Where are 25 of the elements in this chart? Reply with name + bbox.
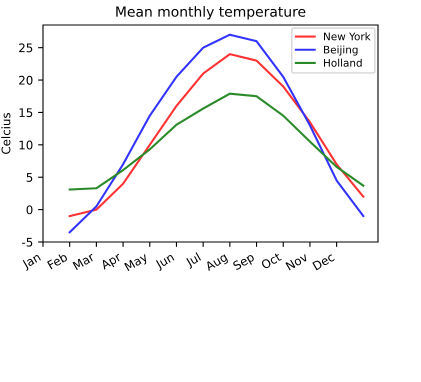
x-tick-label: Mar: [72, 252, 96, 270]
x-tick-label: Sep: [232, 252, 256, 272]
y-axis-title: Celcius: [1, 112, 10, 154]
x-tick-label: Oct: [260, 252, 282, 270]
x-tick-label: May: [124, 252, 150, 274]
y-tick-label: 10: [20, 140, 32, 150]
y-tick-label: 20: [19, 76, 32, 85]
x-tick-label: Dec: [312, 252, 335, 270]
x-tick-label: Jun: [154, 252, 176, 272]
legend-label: Holland: [324, 58, 362, 67]
y-tick-label: 25: [19, 43, 32, 52]
x-tick-label: Jul: [184, 252, 202, 269]
x-tick-label: Feb: [46, 252, 68, 270]
y-tick-label: 15: [20, 108, 32, 118]
y-tick-label: -5: [22, 238, 32, 247]
legend-label: New York: [324, 32, 371, 40]
legend-label: Beijing: [324, 46, 358, 56]
x-tick-label: Nov: [285, 252, 308, 271]
x-tick-label: Apr: [100, 252, 124, 272]
x-tick-label: Aug: [204, 252, 229, 274]
y-tick-label: 0: [26, 205, 32, 214]
line-series: [68, 92, 364, 191]
x-tick-label: Jan: [21, 252, 42, 271]
chart-title: Mean monthly temperature: [116, 6, 306, 20]
y-tick-label: 5: [26, 173, 32, 182]
